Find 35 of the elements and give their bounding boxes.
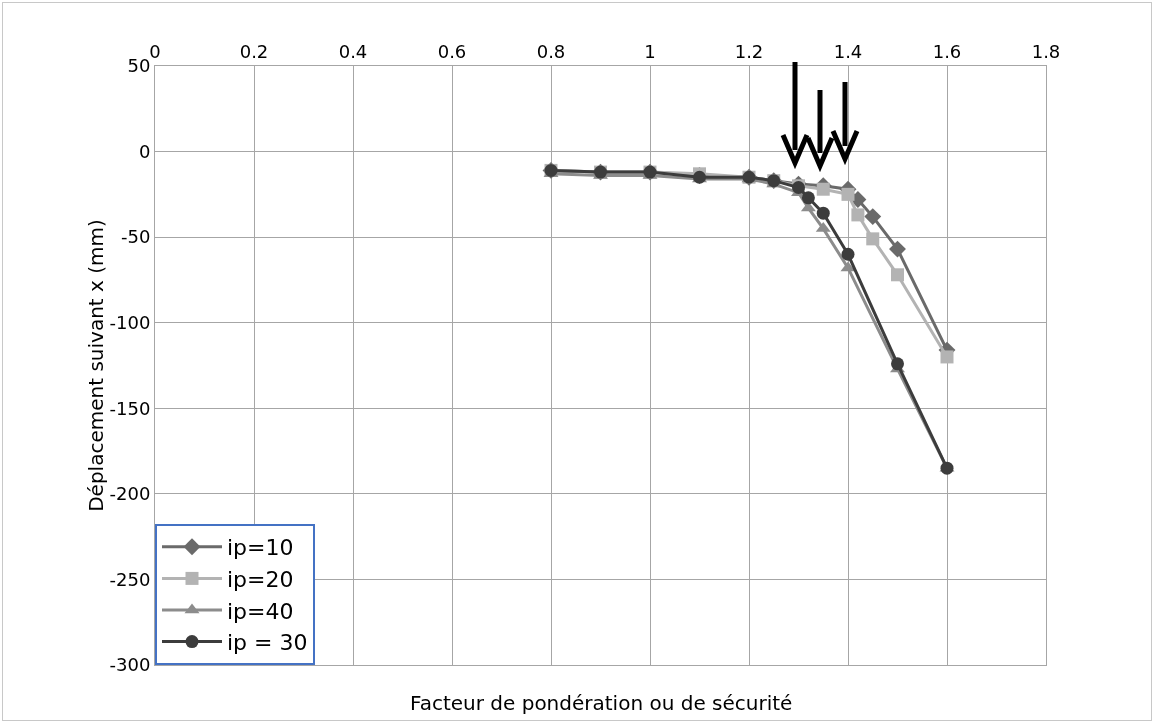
x-tick-label: 1.6 — [932, 40, 962, 62]
x-tick-label: 0.6 — [437, 40, 467, 62]
y-tick-label: 0 — [138, 140, 151, 162]
y-tick-label: -300 — [109, 654, 151, 676]
x-axis-title: Facteur de pondération ou de sécurité — [410, 691, 793, 715]
point — [889, 240, 906, 258]
x-tick-label: 1.4 — [833, 40, 863, 62]
point — [891, 268, 904, 282]
point — [841, 247, 855, 261]
y-tick-label: 50 — [127, 55, 151, 77]
x-tick-label: 0.8 — [536, 40, 566, 62]
y-tick-label: -200 — [109, 483, 151, 505]
point — [816, 182, 830, 196]
y-tick-label: -50 — [120, 226, 151, 248]
y-tick-label: -100 — [109, 312, 151, 334]
legend-label: ip=20 — [227, 566, 294, 592]
x-tick-label: 0.4 — [338, 40, 368, 62]
point — [801, 191, 815, 205]
point — [866, 232, 880, 246]
legend-label: ip=10 — [227, 535, 294, 561]
y-axis-title: Déplacement suivant x (mm) — [83, 219, 108, 512]
point — [864, 208, 882, 226]
y-tick-label: -250 — [109, 568, 151, 590]
x-tick-label: 1.8 — [1031, 40, 1061, 62]
point — [851, 208, 865, 222]
point — [940, 350, 954, 364]
y-tick-label: -150 — [109, 397, 151, 419]
point — [816, 206, 830, 220]
point — [891, 357, 904, 371]
x-tick-label: 1.2 — [734, 40, 764, 62]
x-tick-label: 1 — [644, 40, 656, 62]
legend-label: ip=40 — [227, 598, 294, 624]
x-tick-label: 0.2 — [239, 40, 269, 62]
point — [841, 187, 855, 201]
legend-label: ip = 30 — [227, 630, 308, 656]
